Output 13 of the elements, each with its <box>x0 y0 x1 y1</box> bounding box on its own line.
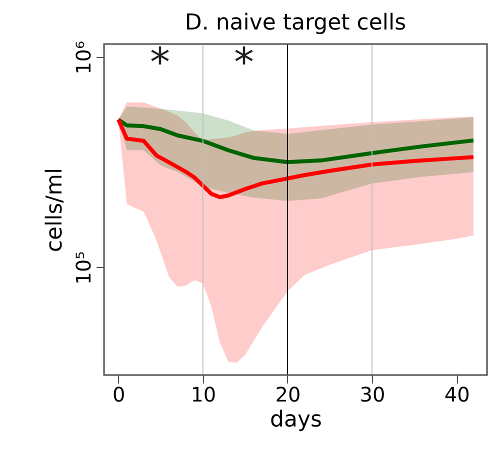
annotation: * <box>150 40 170 86</box>
x-tick-label: 20 <box>275 382 301 406</box>
y-tick-label: 10⁵ <box>72 251 96 285</box>
x-tick-label: 30 <box>360 382 386 406</box>
y-tick-label: 10⁶ <box>72 41 96 74</box>
line-series <box>116 118 476 164</box>
x-tick-label: 0 <box>112 382 126 406</box>
x-tick-label: 40 <box>444 382 470 406</box>
x-axis-title: days <box>270 408 322 432</box>
x-tick-label: 10 <box>190 382 216 406</box>
chart-title: D. naive target cells <box>184 10 406 36</box>
y-axis-title: cells/ml <box>42 168 68 252</box>
annotation: * <box>234 40 254 86</box>
